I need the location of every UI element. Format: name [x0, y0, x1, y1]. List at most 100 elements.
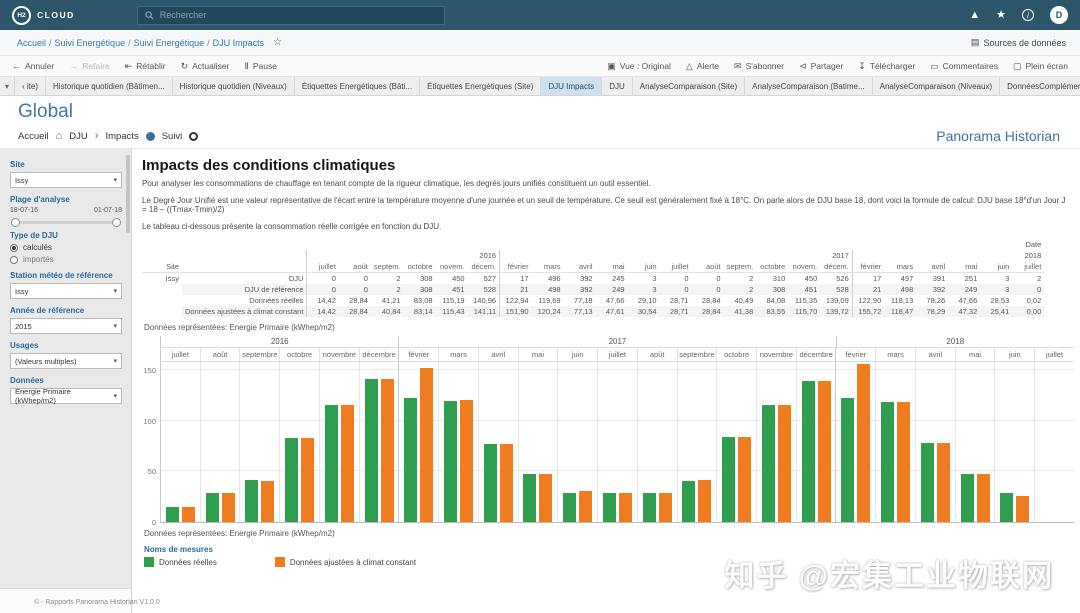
- slider-handle-right[interactable]: [112, 218, 121, 227]
- bar-ajustees[interactable]: [221, 492, 235, 522]
- table-cell[interactable]: 41,21: [381, 296, 401, 305]
- bar-reelles[interactable]: [324, 405, 338, 522]
- table-cell[interactable]: 2: [370, 284, 404, 295]
- bar-reelles[interactable]: [1000, 493, 1014, 522]
- table-cell[interactable]: 139,09: [825, 296, 849, 305]
- table-cell[interactable]: 122,90: [851, 295, 885, 306]
- table-cell[interactable]: 391: [932, 274, 946, 283]
- bar-reelles[interactable]: [165, 507, 179, 522]
- toolbar-button-annuler[interactable]: ← Annuler: [12, 61, 54, 71]
- bar-ajustees[interactable]: [499, 443, 513, 522]
- bar-reelles[interactable]: [602, 492, 616, 522]
- table-cell[interactable]: 28,71: [669, 296, 689, 305]
- tab-10[interactable]: DonnéesComplémentaires_1_a...: [1000, 77, 1080, 95]
- table-cell[interactable]: 2: [749, 274, 754, 283]
- table-cell[interactable]: 392: [580, 274, 593, 283]
- favorites-star-icon[interactable]: ★: [996, 8, 1006, 21]
- app-logo[interactable]: H2 CLOUD: [12, 5, 75, 25]
- toolbar-button-commentaires[interactable]: ▭ Commentaires: [930, 61, 998, 72]
- table-cell[interactable]: 308: [420, 274, 433, 283]
- bar-ajustees[interactable]: [460, 400, 473, 522]
- table-cell[interactable]: 122,94: [499, 295, 532, 306]
- table-cell[interactable]: 40,84: [370, 306, 404, 317]
- bar-reelles[interactable]: [205, 492, 219, 522]
- table-cell[interactable]: 3: [1005, 274, 1010, 283]
- table-cell[interactable]: 0: [716, 274, 721, 283]
- bar-ajustees[interactable]: [380, 379, 394, 522]
- table-cell[interactable]: 497: [900, 274, 914, 283]
- table-cell[interactable]: 0,00: [1012, 306, 1045, 317]
- table-cell[interactable]: 28,84: [701, 296, 721, 305]
- bar-ajustees[interactable]: [420, 368, 434, 522]
- tab-0[interactable]: ‹ ite): [15, 77, 47, 95]
- table-cell[interactable]: 115,19: [442, 296, 465, 305]
- tab-3[interactable]: Étiquettes Energétiques (Bâti...: [295, 77, 421, 95]
- table-cell[interactable]: 451: [788, 284, 821, 295]
- table-cell[interactable]: 308: [756, 284, 789, 295]
- bar-ajustees[interactable]: [618, 492, 632, 522]
- bar-ajustees[interactable]: [936, 442, 950, 522]
- table-cell[interactable]: 25,41: [980, 306, 1013, 317]
- table-cell[interactable]: 528: [467, 284, 500, 295]
- table-cell[interactable]: 47,32: [948, 306, 981, 317]
- toolbar-button-actualiser[interactable]: ↻ Actualiser: [181, 61, 230, 72]
- table-cell[interactable]: 3: [627, 284, 660, 295]
- table-cell[interactable]: 28,84: [338, 306, 371, 317]
- table-cell[interactable]: 392: [563, 284, 596, 295]
- legend-item-0[interactable]: Données réelles: [144, 557, 217, 567]
- subnav-impacts[interactable]: Impacts: [105, 130, 139, 142]
- table-cell[interactable]: 28,84: [349, 296, 368, 305]
- bar-reelles[interactable]: [881, 402, 895, 522]
- table-cell[interactable]: 141,11: [467, 306, 500, 317]
- toolbar-button-telecharger[interactable]: ↧ Télécharger: [858, 61, 915, 72]
- table-cell[interactable]: 115,70: [788, 306, 821, 317]
- table-cell[interactable]: 392: [916, 284, 949, 295]
- bar-ajustees[interactable]: [698, 480, 712, 522]
- table-cell[interactable]: 151,90: [499, 306, 532, 317]
- table-cell[interactable]: 21: [851, 284, 885, 295]
- table-cell[interactable]: 308: [403, 284, 436, 295]
- table-cell[interactable]: 249: [948, 284, 981, 295]
- table-cell[interactable]: 83,08: [413, 296, 433, 305]
- subnav-dju[interactable]: DJU: [69, 130, 88, 142]
- table-cell[interactable]: 528: [820, 284, 853, 295]
- tab-5-active[interactable]: DJU Impacts: [541, 77, 603, 95]
- subnav-suivi[interactable]: Suivi: [161, 130, 183, 142]
- tab-2[interactable]: Historique quotidien (Niveaux): [173, 77, 295, 95]
- bar-reelles[interactable]: [920, 442, 934, 522]
- table-cell[interactable]: 0,02: [1026, 296, 1042, 305]
- table-cell[interactable]: 139,72: [820, 306, 853, 317]
- bar-ajustees[interactable]: [1016, 496, 1030, 522]
- table-cell[interactable]: 451: [435, 284, 468, 295]
- bar-ajustees[interactable]: [539, 473, 553, 522]
- table-cell[interactable]: 310: [772, 274, 786, 283]
- bar-reelles[interactable]: [801, 381, 815, 522]
- toolbar-button-vue[interactable]: ▣ Vue : Original: [607, 61, 671, 72]
- bar-ajustees[interactable]: [897, 402, 911, 522]
- toolbar-button-pause[interactable]: Ⅱ Pause: [244, 61, 277, 72]
- table-cell[interactable]: 77,18: [573, 296, 593, 305]
- table-cell[interactable]: 3: [980, 284, 1013, 295]
- table-cell[interactable]: 14,42: [306, 295, 339, 306]
- donnees-select[interactable]: Energie Primaire (kWhep/m2) ▾: [10, 387, 122, 405]
- table-cell[interactable]: 14,42: [306, 306, 339, 317]
- table-cell[interactable]: 249: [595, 284, 628, 295]
- bar-reelles[interactable]: [682, 481, 696, 522]
- table-cell[interactable]: 0: [338, 284, 371, 295]
- table-cell[interactable]: 84,08: [766, 296, 786, 305]
- bar-ajustees[interactable]: [261, 480, 275, 522]
- search-input[interactable]: Rechercher: [136, 5, 445, 25]
- table-cell[interactable]: 17: [499, 272, 532, 284]
- toolbar-button-alerte[interactable]: △ Alerte: [686, 61, 719, 72]
- bar-reelles[interactable]: [245, 480, 259, 522]
- table-cell[interactable]: 251: [964, 274, 978, 283]
- station-select[interactable]: Issy ▾: [10, 283, 122, 299]
- breadcrumb-link[interactable]: Suivi Energétique: [133, 37, 205, 48]
- bar-ajustees[interactable]: [579, 491, 593, 522]
- table-cell[interactable]: 83,14: [403, 306, 436, 317]
- bar-ajustees[interactable]: [817, 380, 831, 522]
- bar-reelles[interactable]: [841, 397, 855, 522]
- toolbar-button-partager[interactable]: ⊲ Partager: [799, 61, 843, 72]
- table-cell[interactable]: 2: [1037, 274, 1042, 283]
- user-avatar[interactable]: D: [1050, 6, 1068, 24]
